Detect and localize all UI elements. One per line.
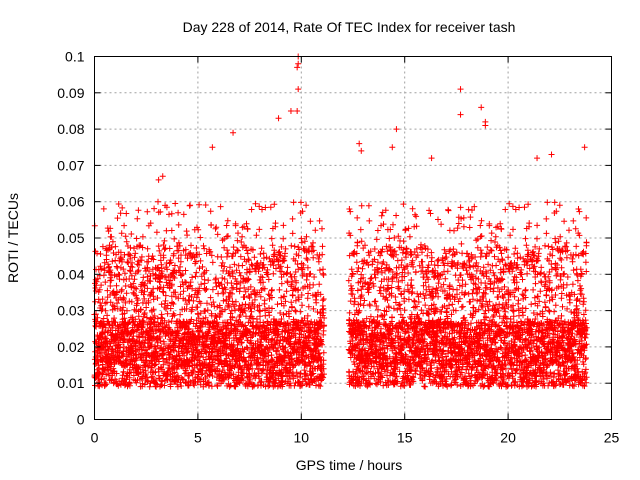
data-point <box>478 104 485 111</box>
x-tick-label: 10 <box>294 430 310 446</box>
y-axis-label: ROTI / TECUs <box>5 193 21 283</box>
data-point <box>294 64 301 71</box>
y-tick-label: 0.01 <box>57 375 84 391</box>
data-point <box>295 86 302 93</box>
y-tick-label: 0.06 <box>57 194 84 210</box>
data-point <box>457 111 464 118</box>
data-point <box>457 86 464 93</box>
data-point <box>581 144 588 151</box>
y-tick-labels: 0 0.01 0.02 0.03 0.04 0.05 0.06 0.07 0.08 0.09 0.1 <box>57 49 84 428</box>
data-point <box>393 126 400 133</box>
data-point <box>482 118 489 125</box>
y-tick-label: 0.08 <box>57 121 84 137</box>
y-tick-label: 0 <box>77 412 85 428</box>
y-tick-label: 0.02 <box>57 339 84 355</box>
data-point <box>155 176 162 183</box>
data-point <box>428 155 435 162</box>
y-tick-label: 0.07 <box>57 157 84 173</box>
x-tick-labels: 0 5 10 15 20 25 <box>91 430 620 446</box>
data-point <box>230 129 237 136</box>
scatter-cloud <box>91 198 590 390</box>
x-tick-label: 5 <box>194 430 202 446</box>
x-tick-label: 25 <box>604 430 620 446</box>
data-point <box>275 115 282 122</box>
data-point <box>295 60 302 67</box>
data-point <box>159 173 166 180</box>
y-tick-label: 0.03 <box>57 303 84 319</box>
chart-title: Day 228 of 2014, Rate Of TEC Index for r… <box>183 19 516 35</box>
data-point <box>358 147 365 154</box>
x-axis-label: GPS time / hours <box>296 457 403 473</box>
data-points <box>91 53 590 390</box>
x-tick-label: 15 <box>397 430 413 446</box>
y-tick-label: 0.1 <box>65 49 85 65</box>
y-tick-label: 0.04 <box>57 266 84 282</box>
y-tick-label: 0.05 <box>57 230 84 246</box>
data-point <box>294 107 301 114</box>
data-point <box>389 144 396 151</box>
data-point <box>209 144 216 151</box>
data-point <box>534 155 541 162</box>
y-tick-label: 0.09 <box>57 85 84 101</box>
axis-ticks <box>94 56 612 420</box>
data-point <box>548 151 555 158</box>
data-point <box>356 140 363 147</box>
x-tick-label: 20 <box>500 430 516 446</box>
data-point <box>287 107 294 114</box>
x-tick-label: 0 <box>91 430 99 446</box>
